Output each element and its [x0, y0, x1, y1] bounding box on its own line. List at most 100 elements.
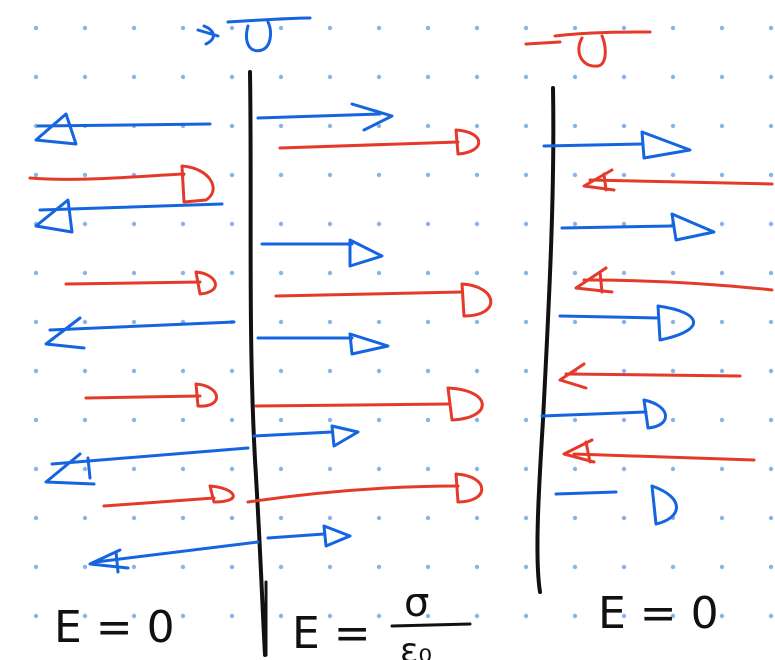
field-arrow [558, 314, 660, 320]
grid-dot [376, 368, 382, 374]
grid-dot [474, 515, 480, 521]
grid-dot [327, 25, 333, 31]
grid-dot [229, 74, 235, 80]
grid-dot [474, 221, 480, 227]
field-arrow [48, 320, 236, 332]
grid-dot [131, 466, 137, 472]
grid-dot [768, 221, 774, 227]
grid-dot [278, 466, 284, 472]
grid-dot [327, 417, 333, 423]
grid-dot [376, 319, 382, 325]
negative-sheet-label-text: −σ [0, 0, 2, 1]
grid-dot [523, 172, 529, 178]
grid-dot [523, 613, 529, 619]
grid-dot [327, 515, 333, 521]
grid-dot [768, 564, 774, 570]
field-arrowhead [640, 130, 692, 160]
grid-dot [131, 368, 137, 374]
middle-region-label-lhs: E = [292, 608, 371, 659]
field-arrowhead [194, 382, 218, 408]
grid-dot [278, 417, 284, 423]
grid-dot [523, 564, 529, 570]
grid-dot [33, 613, 39, 619]
grid-dot [523, 25, 529, 31]
grid-dot [719, 319, 725, 325]
grid-dot [278, 270, 284, 276]
grid-dot [523, 319, 529, 325]
grid-dot [572, 172, 578, 178]
grid-dot [278, 123, 284, 129]
grid-dot [229, 466, 235, 472]
field-arrow [572, 452, 756, 462]
middle-region-label-numerator: σ [404, 580, 429, 626]
grid-dot [768, 613, 774, 619]
field-arrow [588, 178, 774, 186]
grid-dot [719, 270, 725, 276]
grid-dot [621, 221, 627, 227]
grid-dot [670, 123, 676, 129]
field-arrowhead [562, 438, 596, 464]
left-region-label: E = 0 [54, 602, 175, 653]
grid-dot [376, 172, 382, 178]
field-arrow [560, 224, 674, 230]
grid-dot [572, 613, 578, 619]
grid-dot [719, 25, 725, 31]
grid-dot [523, 74, 529, 80]
grid-dot [768, 515, 774, 521]
field-arrowhead [208, 484, 235, 504]
grid-dot [425, 319, 431, 325]
grid-dot [278, 74, 284, 80]
field-arrowhead [348, 332, 390, 356]
field-arrowhead [34, 112, 78, 146]
field-arrow [50, 446, 250, 466]
field-arrow [94, 540, 260, 564]
grid-dot [327, 270, 333, 276]
grid-dot [180, 25, 186, 31]
field-arrow [246, 484, 460, 504]
grid-dot [572, 466, 578, 472]
grid-dot [131, 221, 137, 227]
grid-dot [180, 74, 186, 80]
field-arrowhead [558, 362, 588, 390]
grid-dot [33, 25, 39, 31]
grid-dot [327, 319, 333, 325]
grid-dot [572, 221, 578, 227]
grid-dot [474, 368, 480, 374]
positive-sheet-label-text: +σ [0, 0, 2, 1]
field-arrow [28, 172, 186, 181]
grid-dot [180, 417, 186, 423]
grid-dot [474, 25, 480, 31]
right-field-lines [540, 130, 774, 526]
field-arrowhead [574, 266, 614, 294]
grid-dot [376, 417, 382, 423]
field-arrow [564, 372, 742, 378]
grid-dot [621, 613, 627, 619]
grid-dot [670, 368, 676, 374]
grid-dot [621, 172, 627, 178]
field-arrow [102, 496, 216, 508]
grid-dot [474, 74, 480, 80]
grid-dot [131, 417, 137, 423]
grid-dot [719, 172, 725, 178]
grid-dot [229, 417, 235, 423]
grid-dot [768, 172, 774, 178]
grid-dot [425, 564, 431, 570]
grid-dot [327, 221, 333, 227]
grid-dot [474, 123, 480, 129]
grid-dot [719, 417, 725, 423]
grid-dot [425, 270, 431, 276]
grid-dot [278, 564, 284, 570]
grid-dot [180, 515, 186, 521]
grid-dot [572, 515, 578, 521]
grid-dot [82, 172, 88, 178]
grid-dot [768, 270, 774, 276]
grid-dot [523, 221, 529, 227]
grid-dot [670, 417, 676, 423]
grid-dot [376, 613, 382, 619]
grid-dot [572, 564, 578, 570]
field-arrowhead [350, 102, 394, 132]
grid-dot [327, 466, 333, 472]
grid-dot [523, 123, 529, 129]
grid-dot [229, 221, 235, 227]
field-arrowhead [582, 168, 616, 192]
